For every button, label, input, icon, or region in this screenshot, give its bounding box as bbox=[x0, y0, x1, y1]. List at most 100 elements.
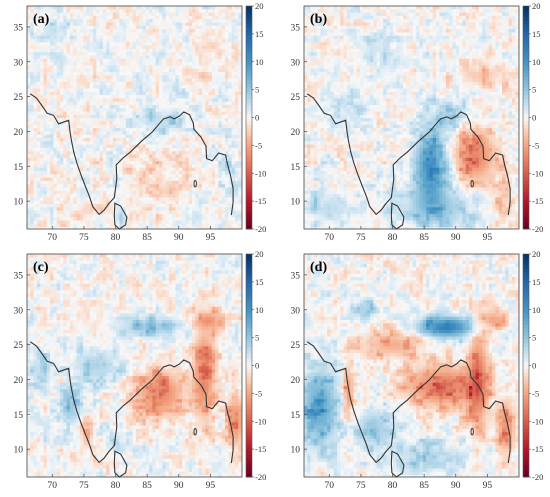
y-tick-label: 30 bbox=[14, 306, 24, 316]
colorbar-tick-label: 20 bbox=[255, 249, 264, 259]
colorbar-tick-label: 10 bbox=[532, 305, 541, 315]
x-tick-label: 85 bbox=[419, 481, 429, 491]
colorbar-tick-label: 20 bbox=[255, 1, 264, 11]
x-tick-label: 80 bbox=[388, 233, 398, 243]
y-tick-label: 35 bbox=[291, 23, 301, 33]
colorbar-tick-label: 0 bbox=[255, 361, 259, 371]
y-tick-label: 10 bbox=[291, 198, 301, 208]
anomaly-field bbox=[27, 6, 245, 231]
y-tick-label: 30 bbox=[291, 306, 301, 316]
colorbar-tick-label: 15 bbox=[532, 277, 541, 287]
colorbar-tick-label: -20 bbox=[532, 472, 543, 482]
x-tick-label: 90 bbox=[174, 233, 184, 243]
colorbar-tick-label: -15 bbox=[532, 444, 543, 454]
y-tick-label: 15 bbox=[14, 411, 24, 421]
x-tick-label: 70 bbox=[48, 233, 58, 243]
colorbar-tick-label: -5 bbox=[532, 388, 539, 398]
x-tick-label: 70 bbox=[325, 233, 335, 243]
y-tick-label: 35 bbox=[14, 271, 24, 281]
y-tick-label: 20 bbox=[14, 128, 24, 138]
colorbar-tick-label: 5 bbox=[255, 85, 259, 95]
colorbar: 20 15 10 5 0 -5 -10 -15 -20 bbox=[523, 249, 543, 482]
anomaly-field bbox=[304, 6, 522, 231]
colorbar-tick-label: 20 bbox=[532, 249, 541, 259]
colorbar-tick-label: -5 bbox=[532, 140, 539, 150]
x-tick-label: 95 bbox=[206, 481, 216, 491]
colorbar-tick-label: -10 bbox=[532, 168, 543, 178]
colorbar-tick-label: 0 bbox=[255, 113, 259, 123]
x-tick-label: 80 bbox=[388, 481, 398, 491]
y-tick-label: 30 bbox=[14, 58, 24, 68]
colorbar-tick-label: -10 bbox=[255, 168, 266, 178]
colorbar-tick-label: -15 bbox=[532, 196, 543, 206]
y-tick-label: 10 bbox=[291, 446, 301, 456]
colorbar-tick-label: 15 bbox=[255, 29, 264, 39]
colorbar: 20 15 10 5 0 -5 -10 -15 -20 bbox=[523, 1, 543, 234]
y-tick-label: 25 bbox=[291, 93, 301, 103]
x-tick-label: 75 bbox=[79, 481, 89, 491]
map-svg-a: 70 75 80 85 90 95 35 30 25 20 15 10 (a) 20 15 10 5 0 -5 -10… bbox=[0, 0, 272, 244]
colorbar-tick-label: -20 bbox=[532, 224, 543, 234]
x-tick-label: 70 bbox=[325, 481, 335, 491]
y-tick-label: 25 bbox=[14, 93, 24, 103]
y-tick-label: 25 bbox=[14, 341, 24, 351]
colorbar-tick-label: 5 bbox=[255, 333, 259, 343]
colorbar-tick-label: 0 bbox=[532, 113, 536, 123]
colorbar-tick-label: 15 bbox=[532, 29, 541, 39]
panel-label: (a) bbox=[33, 12, 50, 27]
x-tick-label: 95 bbox=[483, 233, 493, 243]
colorbar-tick-label: -10 bbox=[255, 416, 266, 426]
panel-label: (c) bbox=[33, 260, 49, 275]
x-tick-label: 85 bbox=[419, 233, 429, 243]
x-tick-label: 90 bbox=[174, 481, 184, 491]
y-tick-label: 35 bbox=[291, 271, 301, 281]
colorbar-tick-label: 0 bbox=[532, 361, 536, 371]
map-panel-b: 70 75 80 85 90 95 35 30 25 20 15 10 (b) 20 15 10 5 0 -5 -10… bbox=[277, 0, 549, 249]
x-tick-label: 80 bbox=[111, 233, 121, 243]
x-tick-label: 90 bbox=[451, 233, 461, 243]
colorbar-tick-label: -15 bbox=[255, 444, 266, 454]
x-tick-label: 95 bbox=[206, 233, 216, 243]
y-tick-label: 15 bbox=[291, 411, 301, 421]
x-tick-label: 70 bbox=[48, 481, 58, 491]
map-svg-b: 70 75 80 85 90 95 35 30 25 20 15 10 (b) 20 15 10 5 0 -5 -10… bbox=[277, 0, 549, 244]
colorbar-tick-label: 5 bbox=[532, 85, 536, 95]
colorbar-tick-label: -5 bbox=[255, 140, 262, 150]
colorbar-tick-label: 15 bbox=[255, 277, 264, 287]
colorbar-tick-label: 20 bbox=[532, 1, 541, 11]
colorbar-tick-label: -10 bbox=[532, 416, 543, 426]
y-tick-label: 35 bbox=[14, 23, 24, 33]
x-tick-label: 75 bbox=[356, 481, 366, 491]
colorbar-tick-label: 10 bbox=[255, 57, 264, 67]
colorbar-tick-label: 10 bbox=[255, 305, 264, 315]
colorbar-tick-label: -20 bbox=[255, 472, 266, 482]
y-tick-label: 15 bbox=[291, 163, 301, 173]
x-tick-label: 80 bbox=[111, 481, 121, 491]
x-tick-label: 75 bbox=[79, 233, 89, 243]
panel-label: (d) bbox=[310, 260, 327, 275]
x-tick-label: 85 bbox=[142, 233, 152, 243]
colorbar: 20 15 10 5 0 -5 -10 -15 -20 bbox=[246, 1, 266, 234]
x-tick-label: 75 bbox=[356, 233, 366, 243]
y-tick-label: 10 bbox=[14, 446, 24, 456]
anomaly-field bbox=[27, 254, 245, 479]
y-tick-label: 20 bbox=[14, 376, 24, 386]
map-panel-a: 70 75 80 85 90 95 35 30 25 20 15 10 (a) 20 15 10 5 0 -5 -10… bbox=[0, 0, 272, 249]
colorbar-tick-label: -20 bbox=[255, 224, 266, 234]
y-tick-label: 15 bbox=[14, 163, 24, 173]
colorbar-tick-label: 10 bbox=[532, 57, 541, 67]
colorbar-tick-label: 5 bbox=[532, 333, 536, 343]
anomaly-field bbox=[304, 254, 522, 479]
colorbar-tick-label: -15 bbox=[255, 196, 266, 206]
x-tick-label: 90 bbox=[451, 481, 461, 491]
panel-label: (b) bbox=[310, 12, 327, 27]
x-tick-label: 95 bbox=[483, 481, 493, 491]
y-tick-label: 30 bbox=[291, 58, 301, 68]
y-tick-label: 10 bbox=[14, 198, 24, 208]
x-tick-label: 85 bbox=[142, 481, 152, 491]
